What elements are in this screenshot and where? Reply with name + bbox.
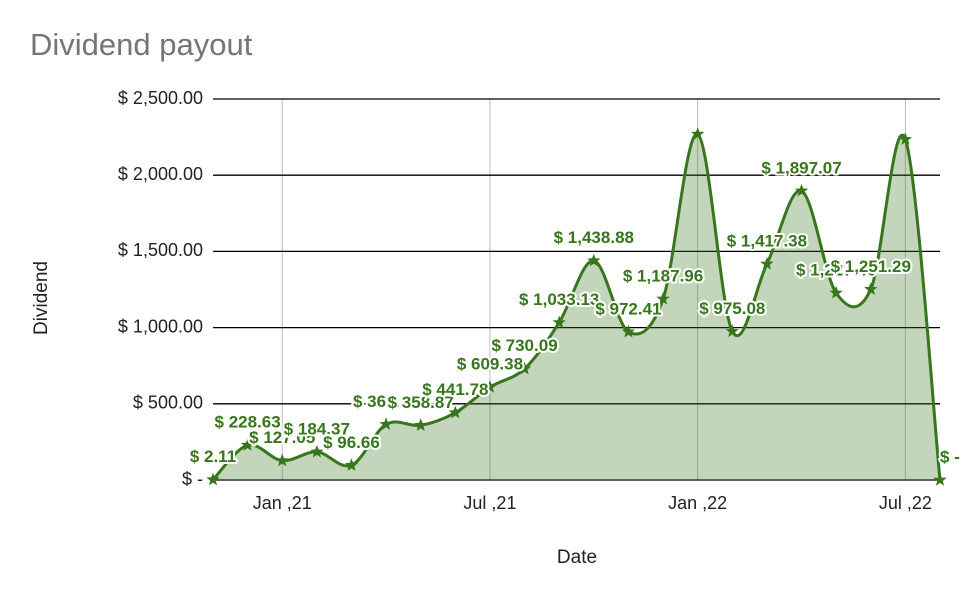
data-label: $ 972.41	[595, 299, 661, 318]
x-tick-label: Jan ,22	[668, 493, 727, 513]
data-label: $ 184.37	[284, 419, 350, 438]
star-marker	[621, 324, 636, 338]
y-axis-title: Dividend	[31, 261, 52, 335]
data-label: $ 441.78	[422, 380, 488, 399]
y-tick-label: $ -	[182, 469, 203, 489]
star-marker	[206, 472, 220, 486]
star-marker	[414, 418, 428, 431]
data-label: $ 1,897.07	[761, 158, 841, 177]
x-tick-label: Jan ,21	[253, 493, 312, 513]
data-label: $ 228.63	[215, 413, 281, 432]
star-marker	[275, 453, 289, 467]
x-tick-label: Jul ,22	[879, 493, 932, 513]
y-tick-label: $ 500.00	[133, 393, 203, 413]
data-label: $ 358.87	[388, 393, 454, 412]
x-tick-label: Jul ,21	[463, 493, 516, 513]
star-marker	[379, 417, 393, 430]
x-axis-title: Date	[557, 547, 597, 568]
star-marker	[310, 444, 324, 458]
star-marker	[587, 253, 601, 267]
data-label: $ 609.38	[457, 355, 523, 374]
star-marker	[552, 315, 566, 329]
data-label: $ 96.66	[323, 433, 380, 452]
star-marker	[691, 127, 705, 140]
star-marker	[760, 257, 774, 270]
star-marker	[933, 473, 947, 486]
data-label: $ 1,033.13	[519, 290, 599, 309]
y-tick-label: $ 1,500.00	[118, 240, 203, 260]
data-label: $ 1,227.40	[796, 260, 876, 279]
data-label: $ 1,417.38	[727, 231, 807, 250]
data-label: $ 975.08	[699, 299, 765, 318]
star-marker	[241, 438, 255, 451]
line	[211, 132, 942, 481]
data-label: $ 2.11	[190, 447, 236, 466]
data-label: $ -	[940, 447, 960, 466]
chart-title: Dividend payout	[30, 27, 253, 62]
star-marker	[483, 380, 497, 393]
star-marker	[794, 183, 809, 197]
star-marker	[344, 458, 359, 471]
data-label: $ 1,438.88	[554, 228, 634, 247]
star-marker	[448, 405, 462, 419]
star-marker	[898, 132, 912, 145]
star-marker	[829, 285, 843, 299]
star-marker	[725, 324, 739, 338]
y-tick-label: $ 2,500.00	[118, 88, 203, 108]
area-fill	[213, 133, 940, 480]
star-marker	[517, 361, 532, 375]
data-label: $ 365.20	[353, 392, 419, 411]
data-label: $ 1,187.96	[623, 266, 703, 285]
data-label: $ 730.09	[491, 336, 557, 355]
data-label: $ 127.05	[249, 428, 315, 447]
star-marker	[656, 292, 670, 305]
y-tick-label: $ 1,000.00	[118, 316, 203, 336]
star-marker	[864, 282, 878, 295]
y-tick-label: $ 2,000.00	[118, 164, 203, 184]
data-label: $ 1,251.29	[831, 257, 911, 276]
